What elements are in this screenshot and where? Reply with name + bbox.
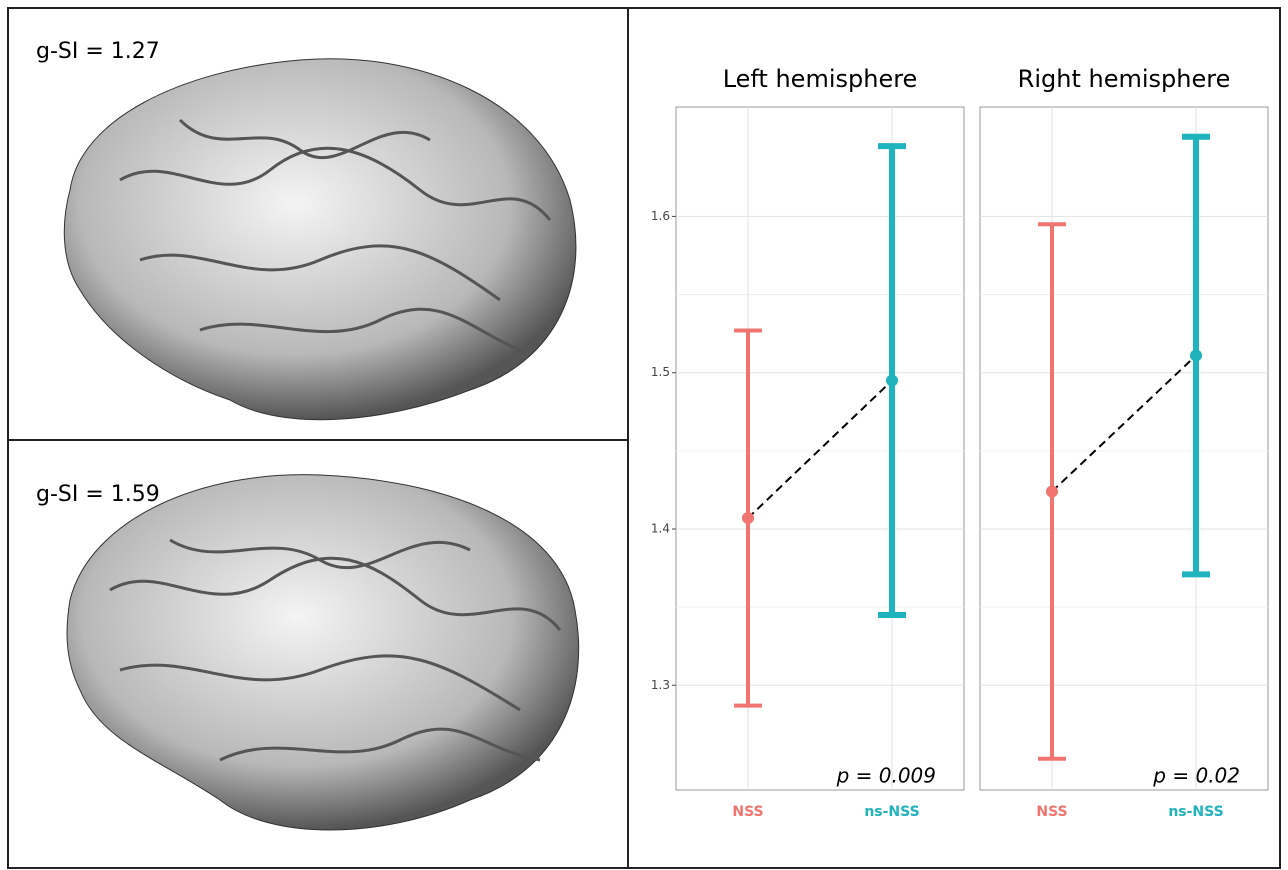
x-tick-label: ns-NSS	[1168, 804, 1223, 820]
y-tick-label: 1.5	[651, 365, 670, 379]
chart-title: Right hemisphere	[1018, 65, 1231, 93]
plot-frame	[980, 107, 1268, 790]
brain-image	[67, 475, 579, 830]
x-tick-label: ns-NSS	[864, 804, 919, 820]
y-tick-label: 1.4	[651, 521, 670, 535]
brain-image	[64, 59, 576, 420]
plot-frame	[676, 107, 964, 790]
x-tick-label: NSS	[732, 804, 763, 820]
mean-point	[1046, 485, 1058, 497]
mean-point	[742, 512, 754, 524]
y-tick-label: 1.3	[651, 678, 670, 692]
annotation: p = 0.02	[1152, 764, 1240, 788]
x-tick-label: NSS	[1036, 804, 1067, 820]
mean-point	[1190, 350, 1202, 362]
y-tick-label: 1.6	[651, 209, 670, 223]
panel-label: g-SI = 1.27	[36, 39, 160, 64]
mean-point	[886, 375, 898, 387]
chart-title: Left hemisphere	[723, 65, 918, 93]
panel-label: g-SI = 1.59	[36, 482, 160, 507]
annotation: p = 0.009	[836, 764, 936, 788]
figure: g-SI = 1.27 g-SI = 1.59 Left hemisphere 1…	[0, 0, 1288, 870]
